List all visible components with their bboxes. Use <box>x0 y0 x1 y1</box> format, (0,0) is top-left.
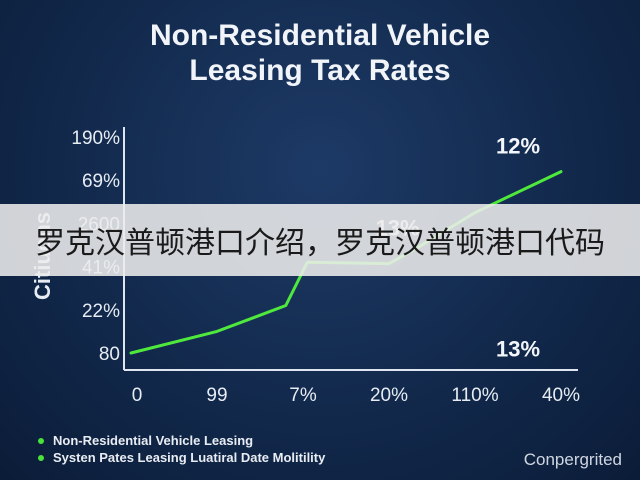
chart-title-line-2: Leasing Tax Rates <box>189 54 451 87</box>
overlay-banner: 罗克汉普顿港口介绍，罗克汉普顿港口代码 <box>0 204 640 276</box>
annotation-label: 12% <box>496 134 540 159</box>
x-tick-label: 20% <box>370 385 408 406</box>
y-tick-label: 69% <box>82 171 120 192</box>
x-tick-label: 110% <box>451 385 498 406</box>
chart-legend: Non-Residential Vehicle Leasing Systen P… <box>38 432 325 466</box>
y-tick-label: 190% <box>71 128 120 149</box>
annotation-label: 13% <box>496 337 540 362</box>
y-tick-label: 22% <box>82 301 120 322</box>
chart-title-line-1: Non-Residential Vehicle <box>149 19 491 52</box>
legend-dot-icon <box>38 437 44 444</box>
legend-label: Systen Pates Leasing Luatiral Date Molit… <box>53 450 326 465</box>
brand-watermark: Conpergrited <box>523 450 622 469</box>
chart-title: Non-Residential Vehicle Leasing Tax Rate… <box>0 18 640 88</box>
legend-label: Non-Residential Vehicle Leasing <box>53 433 254 448</box>
legend-item: Systen Pates Leasing Luatiral Date Molit… <box>38 449 325 466</box>
banner-text: 罗克汉普顿港口介绍，罗克汉普顿港口代码 <box>35 226 605 261</box>
x-tick-label: 7% <box>289 385 317 406</box>
x-tick-label: 99 <box>206 385 227 406</box>
y-tick-label: 80 <box>99 344 120 365</box>
legend-item: Non-Residential Vehicle Leasing <box>38 432 325 449</box>
x-tick-label: 40% <box>542 385 580 406</box>
x-tick-label: 0 <box>132 385 143 406</box>
legend-dot-icon <box>38 454 44 461</box>
